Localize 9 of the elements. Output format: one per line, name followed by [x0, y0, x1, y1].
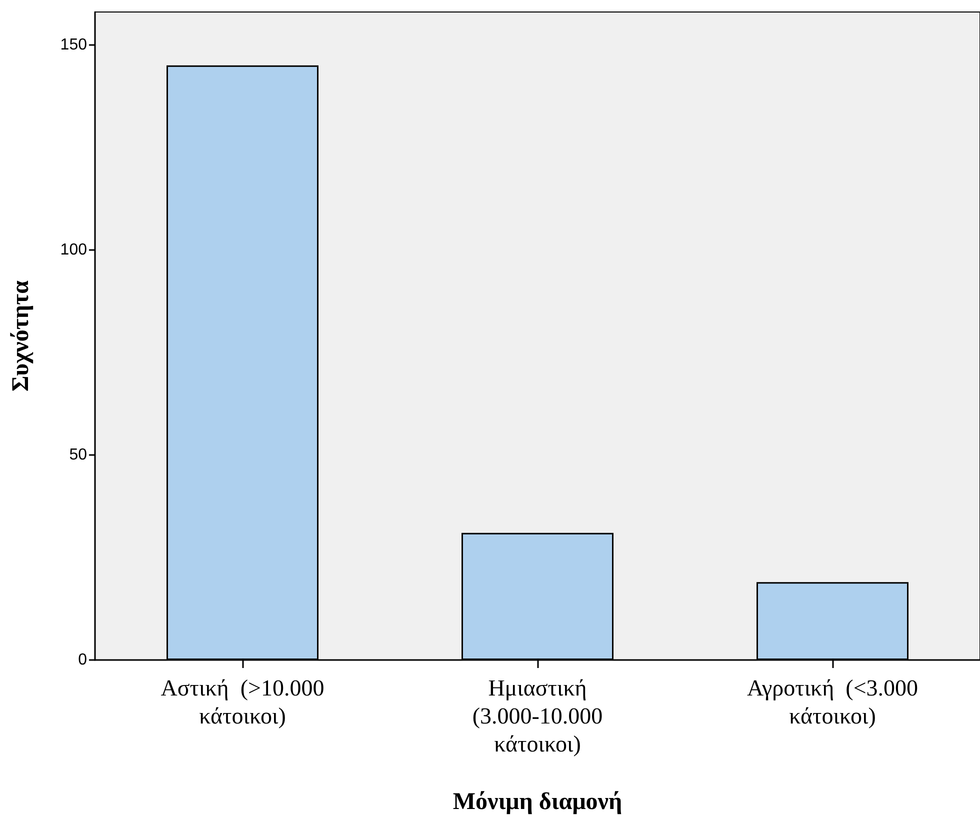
- x-tick-label: Ημιαστική (3.000-10.000 κάτοικοι): [472, 676, 603, 756]
- x-tick-label: Αστική (>10.000 κάτοικοι): [160, 676, 324, 728]
- y-tick-label: 50: [69, 446, 88, 464]
- y-tick-label: 100: [60, 241, 88, 258]
- x-axis-title: Μόνιμη διαμονή: [452, 789, 622, 815]
- y-tick-label: 0: [78, 652, 88, 668]
- x-tick-label: Αγροτική (<3.000 κάτοικοι): [746, 676, 918, 728]
- y-tick-label: 150: [60, 36, 88, 54]
- y-axis-title: Συχνότητα: [8, 280, 34, 392]
